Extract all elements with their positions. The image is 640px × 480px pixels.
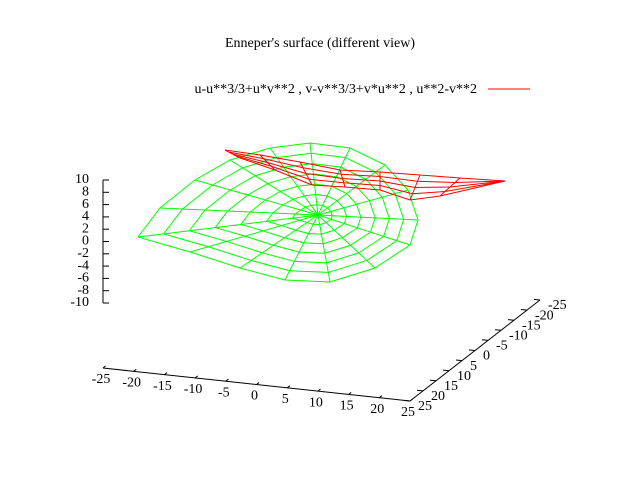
mesh-line [239, 214, 319, 269]
mesh-line [317, 214, 411, 246]
x-tick [256, 382, 260, 385]
y-tick [403, 399, 411, 402]
y-tick-label: -20 [535, 308, 554, 323]
x-tick-label: 15 [340, 399, 354, 414]
z-tick-label: 8 [82, 185, 89, 200]
mesh-line [439, 177, 461, 197]
mesh-line [229, 159, 319, 216]
x-tick [286, 385, 291, 389]
mesh-line [299, 161, 313, 186]
mesh-line [317, 164, 386, 216]
x-tick [317, 388, 321, 392]
x-tick [348, 392, 352, 395]
y-tick [494, 329, 502, 331]
z-tick-label: -8 [77, 283, 89, 298]
mesh-line [236, 155, 506, 195]
z-tick-label: -4 [77, 258, 89, 273]
y-tick [429, 379, 437, 382]
y-tick-label: -15 [522, 318, 541, 333]
mesh-line [309, 142, 319, 216]
y-tick [481, 339, 489, 341]
x-tick [409, 398, 413, 402]
y-tick [442, 369, 450, 372]
mesh-line [137, 214, 319, 238]
y-tick-label: 15 [444, 379, 458, 394]
mesh-line [159, 207, 319, 216]
y-tick-label: 0 [483, 349, 490, 364]
legend-label: u-u**3/3+u*v**2 , v-v**3/3+v*u**2 , u**2… [194, 82, 477, 97]
mesh-line [232, 153, 506, 189]
z-tick-label: 0 [82, 234, 89, 249]
x-tick-label: -5 [218, 385, 230, 400]
z-tick-label: 10 [75, 172, 89, 187]
surface-mesh [137, 142, 506, 283]
mesh-line [194, 179, 319, 216]
x-tick [164, 372, 168, 375]
mesh-line [224, 149, 506, 182]
x-tick-label: 25 [401, 405, 415, 420]
y-tick [416, 389, 424, 392]
z-tick-label: 4 [82, 209, 89, 224]
x-tick-label: 0 [251, 389, 258, 404]
x-tick [194, 375, 199, 379]
y-tick [507, 319, 515, 321]
mesh-line [239, 157, 506, 201]
z-tick-label: -6 [77, 271, 89, 286]
mesh-line [228, 151, 506, 184]
x-tick [225, 378, 229, 382]
mesh-line [317, 214, 419, 221]
mesh-line [224, 149, 241, 159]
x-tick [133, 368, 137, 372]
chart-title: Enneper's surface (different view) [225, 36, 415, 51]
z-tick-label: 6 [82, 197, 89, 212]
y-tick [468, 349, 476, 351]
y-tick-label: 10 [457, 369, 471, 384]
x-tick-label: -25 [92, 372, 111, 387]
y-tick [455, 359, 463, 362]
x-tick-label: 5 [282, 392, 289, 407]
y-tick-label: 5 [470, 359, 477, 374]
z-tick-label: 2 [82, 221, 89, 236]
y-tick [520, 309, 528, 311]
mesh-line [317, 214, 331, 283]
y-tick-label: -25 [548, 298, 567, 313]
mesh-line [189, 214, 319, 253]
x-tick-label: -20 [122, 376, 141, 391]
mesh-line [317, 214, 376, 269]
mesh-line [339, 169, 346, 188]
z-tick-label: -2 [77, 246, 89, 261]
mesh-line [269, 147, 319, 216]
y-tick-label: -10 [509, 329, 528, 344]
z-tick-label: -10 [70, 295, 89, 310]
x-tick-label: 10 [309, 395, 323, 410]
mesh-line [409, 174, 421, 201]
x-tick [102, 365, 106, 369]
mesh-line [259, 154, 276, 171]
x-tick-label: -10 [184, 382, 203, 397]
y-tick-label: 20 [431, 389, 445, 404]
y-tick-label: 25 [418, 399, 432, 414]
x-tick-label: -15 [153, 379, 172, 394]
mesh-line [284, 214, 319, 281]
x-tick-label: 20 [370, 402, 384, 417]
y-tick [533, 298, 541, 301]
y-tick-label: -5 [496, 339, 508, 354]
x-tick [378, 395, 383, 399]
